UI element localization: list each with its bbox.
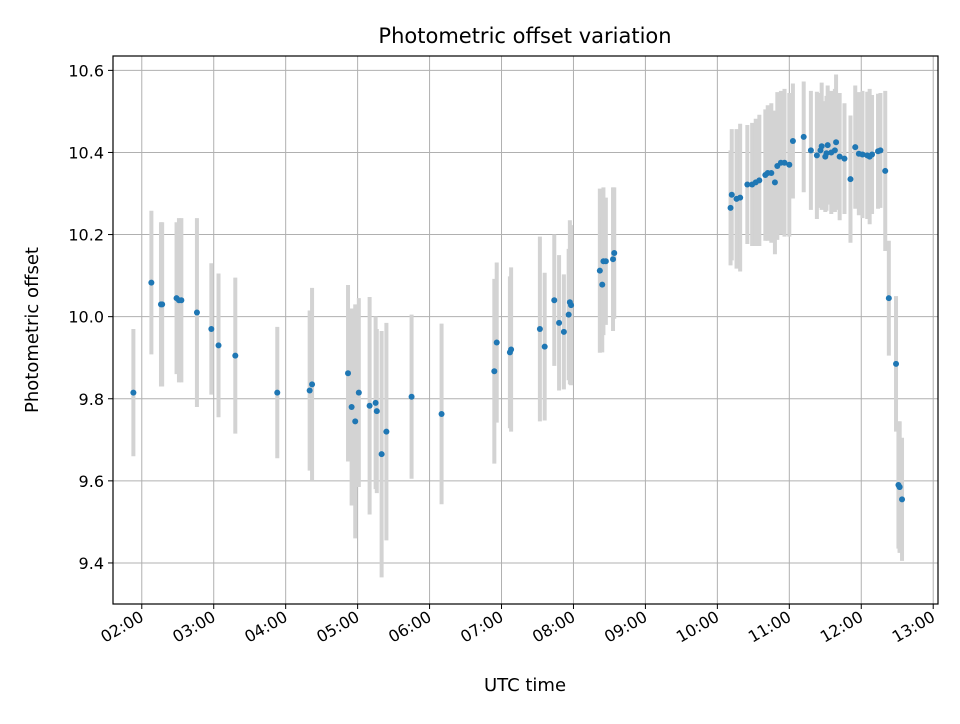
data-point bbox=[232, 352, 239, 359]
data-point bbox=[274, 389, 281, 396]
data-point bbox=[560, 328, 567, 335]
data-point bbox=[885, 295, 892, 302]
x-axis-label: UTC time bbox=[484, 675, 566, 696]
data-point bbox=[536, 325, 543, 332]
data-point bbox=[599, 281, 606, 288]
data-point bbox=[877, 147, 884, 154]
x-tick-label: 13:00 bbox=[889, 607, 938, 647]
data-point bbox=[869, 151, 876, 158]
data-point bbox=[306, 387, 313, 394]
data-point bbox=[768, 169, 775, 176]
data-point bbox=[493, 339, 500, 346]
data-point bbox=[438, 410, 445, 417]
data-point bbox=[178, 297, 185, 304]
data-point bbox=[831, 147, 838, 154]
data-point bbox=[408, 393, 415, 400]
data-point bbox=[896, 484, 903, 491]
x-tick-label: 03:00 bbox=[169, 607, 218, 647]
data-point bbox=[355, 389, 362, 396]
x-tick-label: 12:00 bbox=[817, 607, 866, 647]
data-point bbox=[366, 402, 373, 409]
y-axis-label: Photometric offset bbox=[22, 247, 43, 413]
data-point bbox=[551, 297, 558, 304]
plot-frame bbox=[112, 55, 939, 605]
data-point bbox=[159, 301, 166, 308]
data-point bbox=[348, 403, 355, 410]
data-point bbox=[215, 342, 222, 349]
data-point bbox=[800, 133, 807, 140]
data-point bbox=[847, 176, 854, 183]
data-point bbox=[807, 147, 814, 154]
y-tick-label: 9.8 bbox=[79, 390, 104, 409]
data-point bbox=[508, 346, 515, 353]
data-point bbox=[596, 267, 603, 274]
data-point bbox=[383, 428, 390, 435]
data-point bbox=[372, 399, 379, 406]
data-point bbox=[602, 258, 609, 265]
data-point bbox=[744, 181, 751, 188]
data-point bbox=[727, 204, 734, 211]
x-tick-label: 05:00 bbox=[313, 607, 362, 647]
data-point bbox=[193, 309, 200, 316]
data-point bbox=[786, 161, 793, 168]
data-point bbox=[737, 194, 744, 201]
data-point bbox=[309, 381, 316, 388]
data-point bbox=[756, 177, 763, 184]
data-point bbox=[818, 143, 825, 150]
x-tick-label: 08:00 bbox=[529, 607, 578, 647]
chart-title: Photometric offset variation bbox=[378, 24, 671, 48]
data-point bbox=[352, 418, 359, 425]
data-point bbox=[373, 408, 380, 415]
data-point bbox=[789, 137, 796, 144]
x-axis-ticks: 02:00 03:00 04:00 05:00 06:00 07:00 08:00 09:00… bbox=[97, 604, 938, 647]
y-tick-label: 9.4 bbox=[79, 554, 104, 573]
data-point bbox=[813, 152, 820, 159]
data-point bbox=[771, 179, 778, 186]
data-point bbox=[899, 496, 906, 503]
y-tick-label: 9.6 bbox=[79, 472, 104, 491]
data-point bbox=[824, 142, 831, 149]
data-point bbox=[208, 325, 215, 332]
x-tick-label: 04:00 bbox=[241, 607, 290, 647]
data-point bbox=[130, 389, 137, 396]
y-axis-ticks: 9.4 9.6 9.8 10.0 10.2 10.4 10.6 bbox=[68, 61, 113, 573]
data-point bbox=[852, 144, 859, 151]
data-point bbox=[836, 153, 843, 160]
error-bar-layer bbox=[131, 74, 905, 578]
data-point bbox=[728, 191, 735, 198]
data-point bbox=[893, 360, 900, 367]
data-point bbox=[841, 155, 848, 162]
data-point bbox=[882, 167, 889, 174]
x-tick-label: 07:00 bbox=[457, 607, 506, 647]
y-tick-label: 10.0 bbox=[68, 308, 104, 327]
data-point bbox=[610, 256, 617, 263]
y-tick-label: 10.6 bbox=[68, 61, 104, 80]
data-point bbox=[611, 250, 618, 257]
x-tick-label: 09:00 bbox=[601, 607, 650, 647]
y-tick-label: 10.2 bbox=[68, 226, 104, 245]
data-point bbox=[378, 451, 385, 458]
data-point bbox=[345, 370, 352, 377]
data-point bbox=[565, 311, 572, 318]
data-point bbox=[568, 302, 575, 309]
data-point bbox=[491, 368, 498, 375]
data-point bbox=[859, 151, 866, 158]
data-point bbox=[148, 279, 155, 286]
data-point bbox=[781, 159, 788, 166]
data-point bbox=[541, 343, 548, 350]
data-point bbox=[556, 319, 563, 326]
y-tick-label: 10.4 bbox=[68, 143, 104, 162]
data-point bbox=[833, 139, 840, 146]
x-tick-label: 02:00 bbox=[97, 607, 146, 647]
x-tick-label: 11:00 bbox=[745, 607, 794, 647]
x-tick-label: 06:00 bbox=[385, 607, 434, 647]
x-tick-label: 10:00 bbox=[673, 607, 722, 647]
data-point-layer bbox=[130, 133, 906, 503]
data-point bbox=[823, 150, 830, 157]
